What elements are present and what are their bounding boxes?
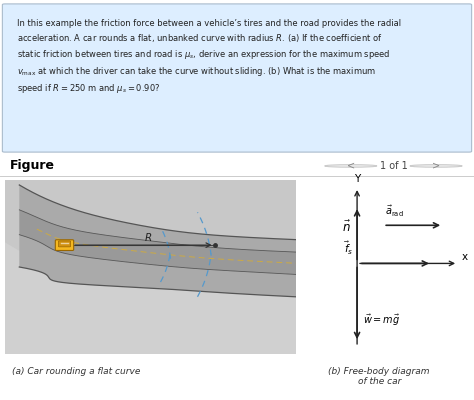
Polygon shape	[19, 210, 296, 274]
Text: >: >	[432, 161, 440, 171]
Text: <: <	[346, 161, 355, 171]
Text: (a) Car rounding a flat curve: (a) Car rounding a flat curve	[12, 367, 140, 376]
Text: In this example the friction force between a vehicle’s tires and the road provid: In this example the friction force betwe…	[17, 19, 401, 95]
Polygon shape	[19, 185, 296, 252]
Text: $\vec{n}$: $\vec{n}$	[342, 220, 351, 235]
Text: 1 of 1: 1 of 1	[380, 161, 407, 171]
FancyBboxPatch shape	[58, 241, 71, 247]
Text: $\vec{w} = m\vec{g}$: $\vec{w} = m\vec{g}$	[363, 313, 400, 328]
Text: x: x	[462, 252, 468, 262]
Text: Y: Y	[354, 174, 360, 184]
FancyBboxPatch shape	[2, 4, 472, 152]
Text: Figure: Figure	[9, 159, 55, 172]
FancyBboxPatch shape	[55, 240, 73, 250]
Circle shape	[325, 165, 377, 167]
Polygon shape	[5, 180, 296, 267]
Circle shape	[410, 165, 462, 167]
Text: (b) Free-body diagram
of the car: (b) Free-body diagram of the car	[328, 367, 430, 386]
Text: $\vec{f}_s$: $\vec{f}_s$	[344, 240, 353, 258]
Polygon shape	[19, 235, 296, 297]
Text: R: R	[145, 233, 152, 243]
Text: $\vec{a}_{\mathrm{rad}}$: $\vec{a}_{\mathrm{rad}}$	[385, 204, 404, 219]
